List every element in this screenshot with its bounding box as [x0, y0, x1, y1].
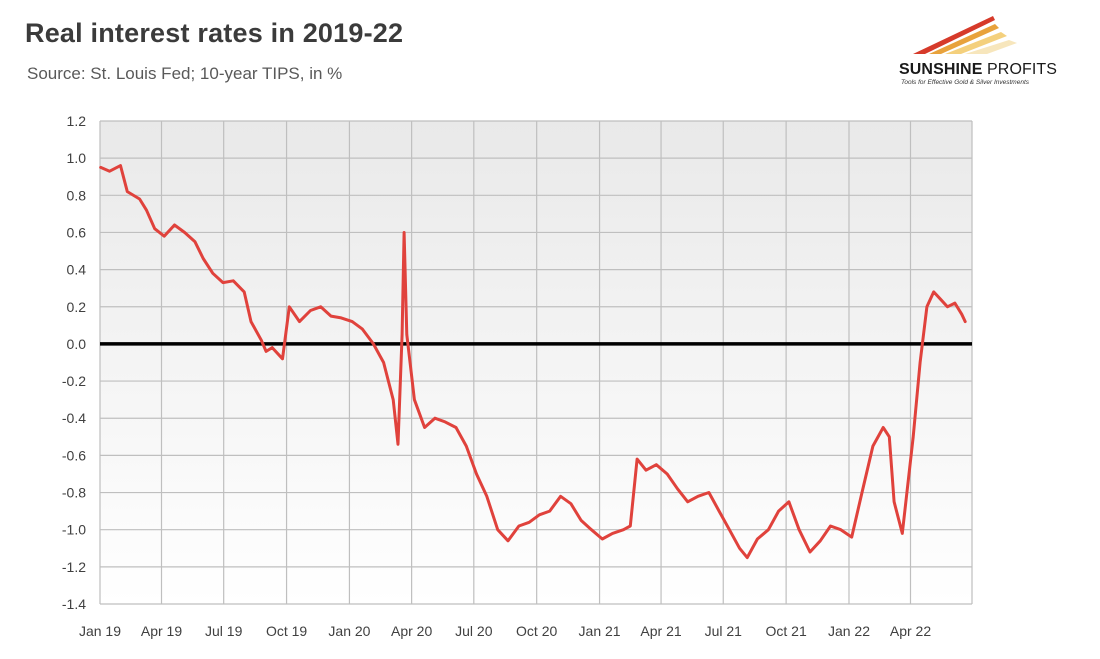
x-tick-label: Jul 20: [455, 623, 493, 639]
y-tick-label: 1.2: [67, 113, 87, 129]
plot-area: [100, 121, 972, 604]
chart-subtitle: Source: St. Louis Fed; 10-year TIPS, in …: [27, 64, 343, 83]
y-tick-label: 0.0: [67, 336, 87, 352]
x-tick-label: Jul 21: [705, 623, 743, 639]
x-tick-label: Jan 19: [79, 623, 121, 639]
y-tick-label: 0.4: [67, 262, 87, 278]
y-tick-label: -0.2: [62, 373, 86, 389]
series-line-10y-tips: [99, 164, 967, 560]
sunshine-profits-logo: SUNSHINE PROFITS Tools for Effective Gol…: [895, 10, 1085, 90]
x-tick-label: Apr 19: [141, 623, 182, 639]
x-tick-label: Oct 21: [765, 623, 806, 639]
x-tick-label: Apr 20: [391, 623, 432, 639]
y-tick-label: -0.4: [62, 410, 86, 426]
logo-name: SUNSHINE PROFITS: [899, 61, 1057, 79]
x-tick-label: Jan 22: [828, 623, 870, 639]
logo-name-bold: SUNSHINE: [899, 61, 983, 78]
x-tick-label: Oct 19: [266, 623, 307, 639]
chart-title: Real interest rates in 2019-22: [25, 18, 404, 48]
logo-name-light: PROFITS: [982, 61, 1058, 78]
y-tick-label: -1.4: [62, 596, 86, 612]
x-tick-label: Jul 19: [205, 623, 243, 639]
y-tick-label: -0.6: [62, 447, 86, 463]
y-axis-ticks: 1.2 1.0 0.8 0.6 0.4 0.2 0.0 -0.2 -0.4 -0.6 -0.8 -1.…: [62, 113, 86, 612]
y-tick-label: 0.2: [67, 299, 87, 315]
y-tick-label: 0.8: [67, 187, 87, 203]
y-tick-label: 1.0: [67, 150, 87, 166]
y-tick-label: 0.6: [67, 224, 87, 240]
x-axis-ticks: Jan 19 Apr 19 Jul 19 Oct 19 Jan 20 Apr 20 Jul …: [79, 623, 931, 639]
sun-rays-icon: [913, 16, 1017, 54]
x-tick-label: Jan 20: [328, 623, 370, 639]
x-tick-label: Apr 22: [890, 623, 931, 639]
x-tick-label: Jan 21: [579, 623, 621, 639]
y-tick-label: -1.0: [62, 522, 86, 538]
y-tick-label: -1.2: [62, 559, 86, 575]
x-tick-label: Apr 21: [640, 623, 681, 639]
x-tick-label: Oct 20: [516, 623, 557, 639]
logo-tagline: Tools for Effective Gold & Silver Invest…: [901, 79, 1030, 86]
y-tick-label: -0.8: [62, 485, 86, 501]
